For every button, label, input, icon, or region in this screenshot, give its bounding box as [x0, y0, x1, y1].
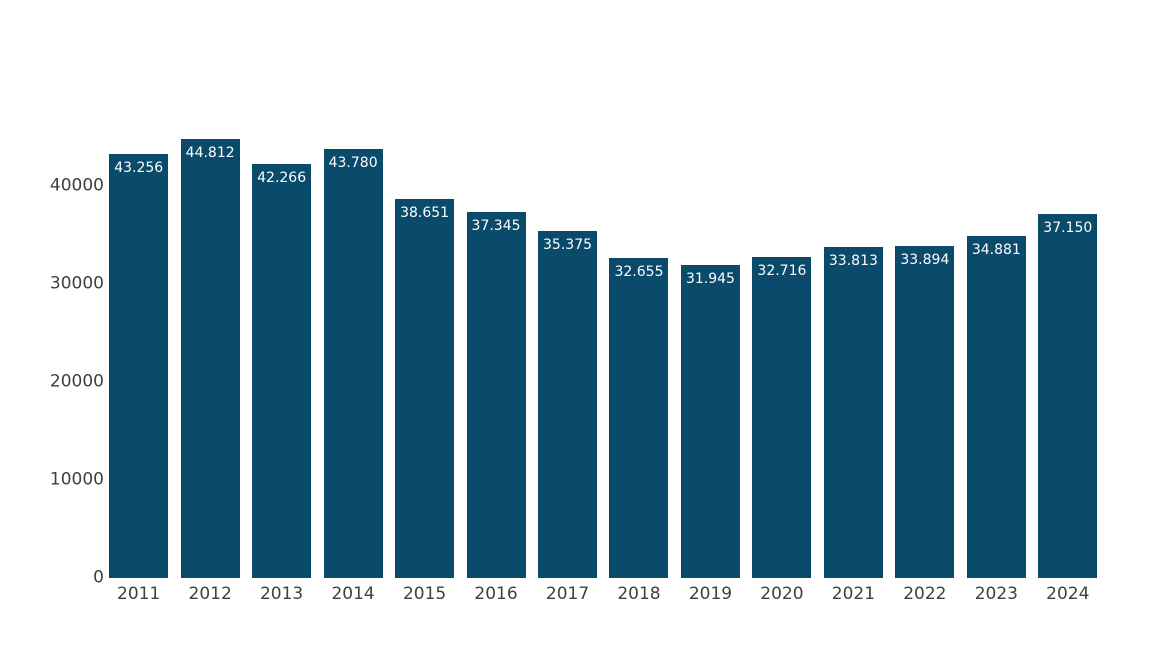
bar: 42.266 — [252, 163, 312, 578]
bar-value-label: 33.894 — [900, 251, 950, 268]
y-tick-label: 0 — [93, 567, 104, 588]
x-tick-label: 2014 — [331, 584, 375, 604]
x-tick-label: 2011 — [117, 584, 161, 604]
bar-value-label: 33.813 — [828, 252, 878, 269]
bar-value-label: 32.655 — [614, 263, 664, 280]
x-tick-label: 2013 — [259, 584, 304, 604]
x-tick-label: 2022 — [903, 584, 947, 604]
y-tick-label: 30000 — [49, 273, 104, 294]
bar: 33.813 — [823, 246, 883, 578]
x-tick-label: 2016 — [474, 584, 518, 604]
x-tick-label: 2021 — [831, 584, 876, 604]
bar-value-label: 37.150 — [1043, 219, 1093, 236]
bar: 43.256 — [109, 154, 169, 578]
bar-value-label: 44.812 — [185, 144, 235, 161]
bar: 32.655 — [609, 257, 669, 578]
bar: 35.375 — [538, 231, 598, 578]
x-tick-label: 2019 — [688, 584, 733, 604]
x-tick-label: 2020 — [760, 584, 804, 604]
x-tick-label: 2024 — [1046, 584, 1090, 604]
bar-value-label: 42.266 — [257, 169, 307, 186]
x-tick-label: 2012 — [188, 584, 232, 604]
x-tick-label: 2017 — [545, 584, 590, 604]
bar-value-label: 43.780 — [328, 154, 378, 171]
bar-value-label: 38.651 — [400, 205, 450, 222]
x-tick-label: 2015 — [402, 584, 447, 604]
bar: 37.345 — [466, 212, 526, 578]
bar: 34.881 — [966, 236, 1026, 578]
x-tick-label: 2023 — [974, 584, 1018, 604]
bar: 31.945 — [680, 264, 740, 578]
bar: 37.150 — [1038, 213, 1098, 578]
bar-value-label: 43.256 — [114, 160, 164, 177]
bar: 32.716 — [752, 257, 812, 578]
y-tick-label: 40000 — [49, 175, 104, 196]
bar-value-label: 37.345 — [471, 218, 521, 235]
x-tick-label: 2018 — [617, 584, 661, 604]
bar: 44.812 — [180, 138, 240, 578]
bar: 33.894 — [895, 245, 955, 578]
bar-value-label: 32.716 — [757, 263, 807, 280]
bar-value-label: 31.945 — [685, 270, 735, 287]
bar: 43.780 — [323, 148, 383, 578]
y-tick-label: 20000 — [49, 371, 104, 392]
bar: 38.651 — [395, 199, 455, 578]
bar-value-label: 34.881 — [971, 242, 1021, 259]
y-tick-label: 10000 — [49, 469, 104, 490]
bar-value-label: 35.375 — [543, 237, 593, 254]
